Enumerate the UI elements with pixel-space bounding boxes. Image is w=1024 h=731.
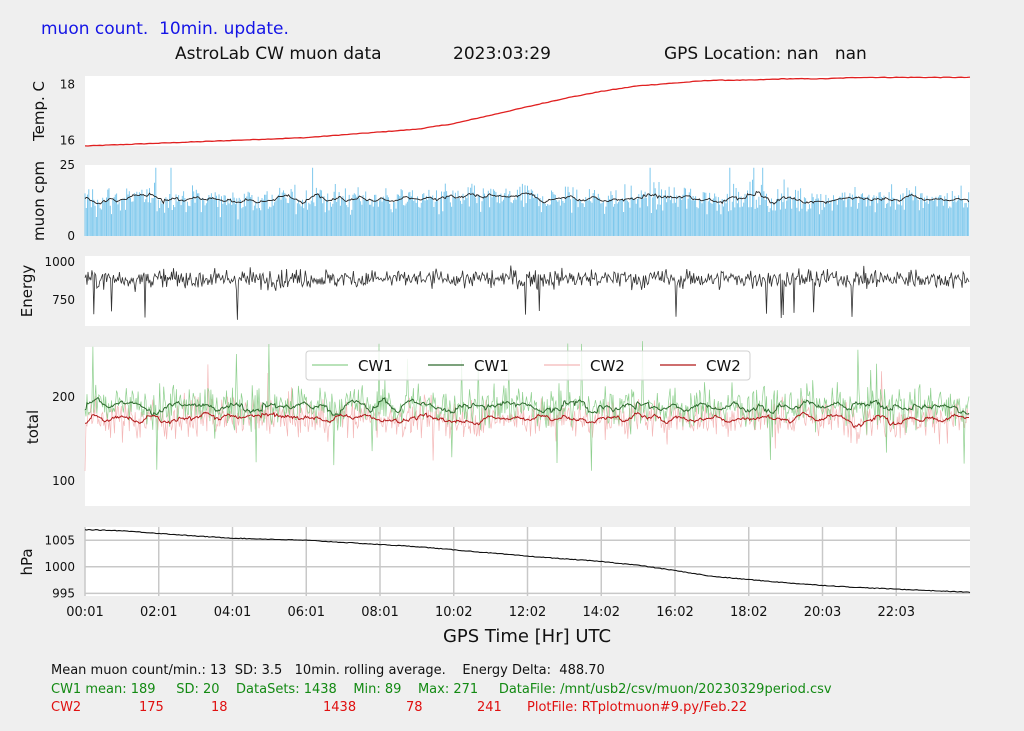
pressure-line [84,528,971,594]
pressure-grid [84,527,970,596]
legend-label-2: CW2 [590,357,625,375]
ylabel-pressure: hPa [18,548,36,575]
footer-summary: Mean muon count/min.: 13 SD: 3.5 10min. … [51,663,605,678]
legend: CW1 CW1 CW2 CW2 [305,350,751,381]
cw2-raw-line [84,364,970,472]
xtick-8: 16:02 [656,605,693,620]
temp-line [84,76,971,147]
ytick-pressure-2: 1005 [44,533,75,547]
footer-cw2-datasets: 1438 [323,700,357,715]
ytick-total-1: 200 [52,390,75,404]
xtick-11: 22:03 [878,605,915,620]
ylabel-energy: Energy [18,265,36,318]
ytick-temp-0: 16 [60,133,75,147]
xtick-9: 18:02 [730,605,767,620]
legend-label-0: CW1 [358,357,393,375]
ytick-pressure-0: 995 [52,586,75,600]
xtick-7: 14:02 [583,605,620,620]
legend-label-3: CW2 [706,357,741,375]
footer-cw2-label: CW2 [51,700,82,715]
ylabel-cpm: muon cpm [30,161,48,241]
cpm-rolling-average [84,190,970,205]
xtick-10: 20:03 [804,605,841,620]
footer-plotfile: PlotFile: RTplotmuon#9.py/Feb.22 [527,700,748,715]
footer-cw1-stats: CW1 mean: 189 SD: 20 DataSets: 1438 Min:… [51,682,832,697]
ytick-cpm-1: 25 [60,158,75,172]
panel-energy [85,256,970,326]
footer-cw2-max: 241 [477,700,502,715]
legend-box [305,350,751,381]
ylabel-total: total [24,410,42,444]
update-note: muon count. 10min. update. [41,19,289,39]
ytick-total-0: 100 [52,474,75,488]
cw1-average-line [84,396,970,417]
xtick-6: 12:02 [509,605,546,620]
xtick-1: 02:01 [140,605,177,620]
ytick-cpm-0: 0 [67,229,75,243]
legend-label-1: CW1 [474,357,509,375]
footer-cw2-sd: 18 [211,700,228,715]
panel-temp [85,76,970,146]
cpm-bar-marks [84,167,970,236]
ytick-temp-1: 18 [60,77,75,91]
cw2-average-line [85,411,970,429]
cw1-raw-line [84,341,970,471]
xtick-5: 10:02 [435,605,472,620]
ylabel-temp: Temp. C [30,81,48,142]
gps-location: GPS Location: nan nan [664,44,867,64]
ytick-energy-1: 1000 [44,255,75,269]
ytick-energy-0: 750 [52,293,75,307]
x-axis-label: GPS Time [Hr] UTC [443,626,611,647]
energy-line [84,265,970,320]
footer-cw2-mean: 175 [139,700,164,715]
chart-date: 2023:03:29 [453,44,551,64]
chart-title: AstroLab CW muon data [175,44,382,64]
cpm-bars [84,167,970,236]
xtick-0: 00:01 [66,605,103,620]
footer-cw2-min: 78 [406,700,423,715]
xtick-3: 06:01 [288,605,325,620]
xtick-4: 08:01 [361,605,398,620]
ytick-pressure-1: 1000 [44,560,75,574]
xtick-2: 04:01 [214,605,251,620]
